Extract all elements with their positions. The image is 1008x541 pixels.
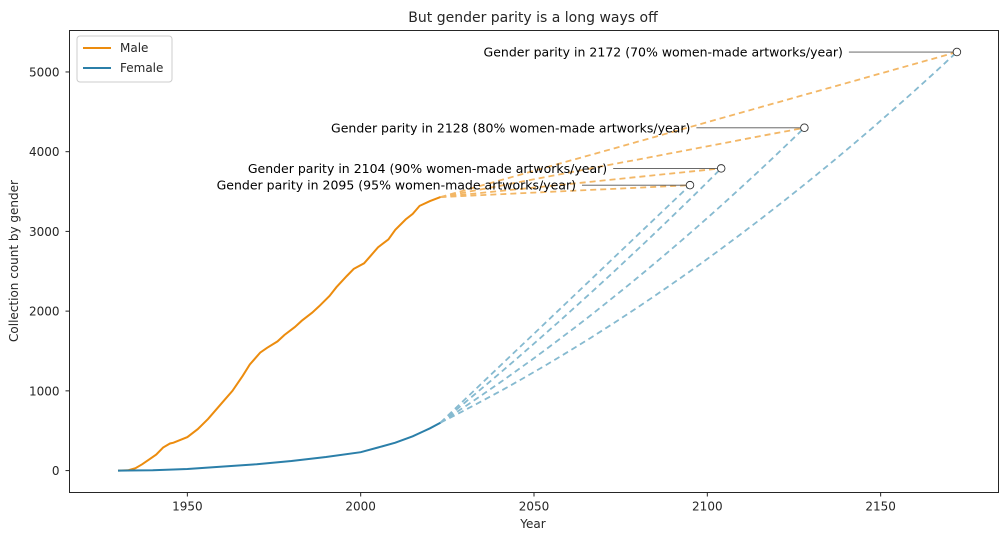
x-axis-label: Year [519, 517, 545, 531]
legend-label-female: Female [120, 61, 163, 75]
male-projection-2104 [440, 167, 722, 198]
female-projection-2172 [439, 51, 958, 424]
annotation-label-2104: Gender parity in 2104 (90% women-made ar… [248, 161, 607, 176]
annotation-label-2128: Gender parity in 2128 (80% women-made ar… [331, 120, 690, 135]
annotation-marker-2095 [685, 180, 695, 190]
series-line-male [117, 196, 441, 472]
plot-frame [69, 30, 999, 493]
x-tick-label-2100: 2100 [692, 500, 723, 514]
legend-label-male: Male [120, 41, 148, 55]
y-tick-label-5000: 5000 [29, 65, 60, 79]
x-axis: 1950 2000 2050 2100 2150 [172, 492, 896, 514]
y-axis: 0 1000 2000 3000 4000 5000 [29, 65, 70, 478]
y-tick-label-4000: 4000 [29, 145, 60, 159]
y-tick-label-1000: 1000 [29, 384, 60, 398]
female-projection-2104 [439, 167, 722, 424]
y-tick-label-3000: 3000 [29, 225, 60, 239]
male-projection-2095 [440, 184, 691, 198]
annotations: Gender parity in 2095 (95% women-made ar… [217, 45, 962, 193]
plot-area [117, 51, 958, 472]
x-tick-label-2050: 2050 [519, 500, 550, 514]
annotation-marker-2172 [952, 47, 962, 57]
y-tick-label-2000: 2000 [29, 305, 60, 319]
y-axis-label: Collection count by gender [7, 180, 21, 342]
female-projection-2095 [439, 184, 691, 424]
chart-title: But gender parity is a long ways off [408, 10, 658, 26]
female-projection-2128 [439, 127, 806, 424]
x-tick-label-1950: 1950 [172, 500, 203, 514]
x-tick-label-2150: 2150 [865, 500, 896, 514]
series-line-female [117, 421, 441, 472]
male-projection-2128 [440, 126, 805, 198]
annotation-marker-2128 [800, 123, 809, 133]
y-tick-label-0: 0 [52, 464, 60, 478]
x-tick-label-2000: 2000 [345, 500, 376, 514]
annotation-label-2172: Gender parity in 2172 (70% women-made ar… [484, 45, 843, 60]
annotation-marker-2104 [716, 164, 726, 173]
annotation-label-2095: Gender parity in 2095 (95% women-made ar… [217, 178, 576, 193]
legend: Male Female [76, 35, 173, 83]
